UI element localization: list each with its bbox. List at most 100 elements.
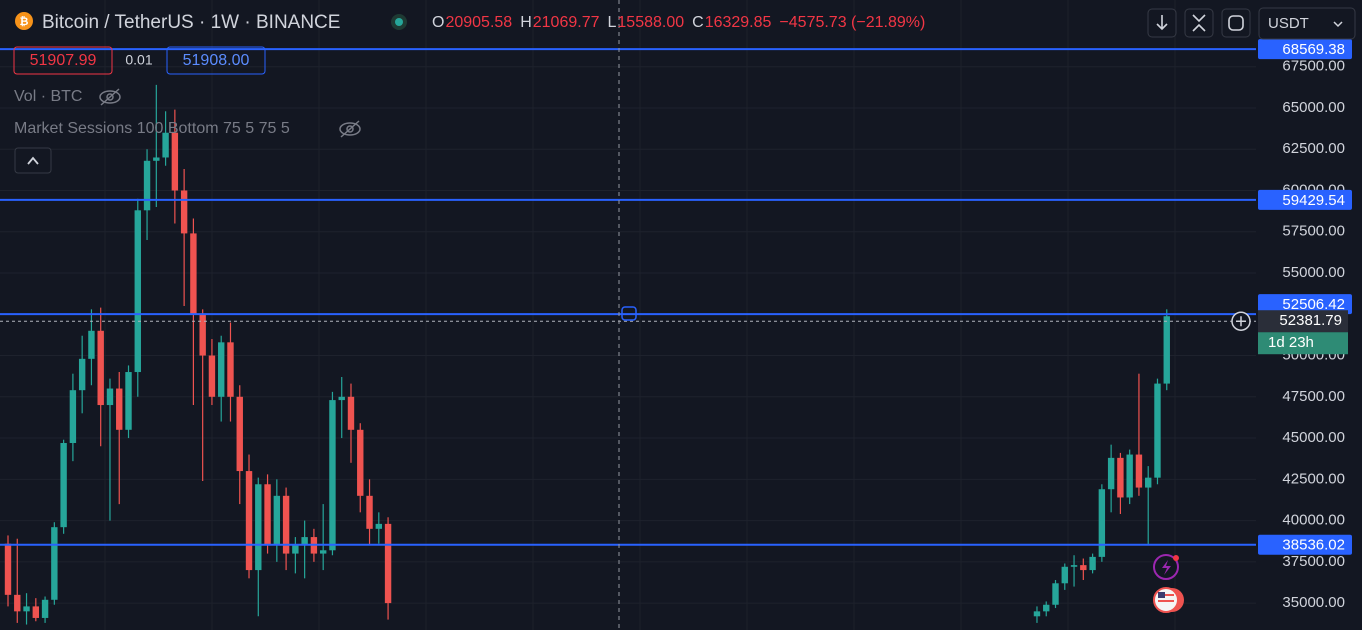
button-icon bbox=[1156, 15, 1168, 31]
candle-body bbox=[292, 545, 299, 554]
candle-body bbox=[1145, 477, 1152, 488]
flag-canton bbox=[1158, 592, 1165, 598]
symbol-title: Bitcoin / TetherUS · 1W · BINANCE bbox=[42, 12, 340, 33]
candle-body bbox=[1154, 383, 1161, 478]
candle-body bbox=[180, 190, 188, 234]
collapse-button[interactable] bbox=[14, 147, 52, 174]
candle-body bbox=[1070, 565, 1078, 567]
countdown-box bbox=[1258, 332, 1348, 355]
overlay: ₿ Bitcoin / TetherUS · 1W · BINANCE O 209… bbox=[13, 7, 1356, 613]
candle-body bbox=[51, 527, 58, 600]
indicator-label: Market Sessions 100 Bottom 75 5 75 5 bbox=[14, 120, 290, 137]
candle-body bbox=[236, 396, 243, 472]
level-label: 68569.38 bbox=[1282, 41, 1345, 58]
candle-body bbox=[357, 429, 364, 496]
y-tick-label: 62500.00 bbox=[1282, 140, 1345, 157]
candle-body bbox=[1117, 457, 1124, 498]
candle-body bbox=[1080, 565, 1087, 571]
level-label-box bbox=[1258, 294, 1352, 315]
candle-body bbox=[69, 390, 77, 444]
candle-body bbox=[171, 132, 179, 191]
ohlc-value: 20905.58 bbox=[445, 14, 512, 31]
button[interactable] bbox=[1184, 8, 1214, 38]
ohlc-value: 15588.00 bbox=[617, 14, 684, 31]
candle-body bbox=[1043, 604, 1050, 612]
add-alert-plus bbox=[1236, 316, 1246, 327]
button-icon bbox=[1192, 14, 1206, 32]
status-dot bbox=[395, 18, 403, 26]
indicator-label: Vol · BTC bbox=[14, 88, 82, 105]
add-alert-button[interactable] bbox=[1231, 311, 1251, 331]
candle-body bbox=[41, 599, 49, 618]
candle-body bbox=[347, 396, 355, 430]
buy-button[interactable] bbox=[166, 46, 266, 75]
button[interactable] bbox=[1221, 8, 1251, 38]
candle-body bbox=[1033, 611, 1041, 617]
flag-stripe bbox=[1158, 594, 1174, 596]
candle-body bbox=[329, 400, 336, 551]
last-price-label: 52381.79 bbox=[1279, 312, 1342, 329]
candle-body bbox=[301, 537, 308, 546]
candle-body bbox=[23, 606, 30, 612]
ohlc-change: −4575.73 (−21.89%) bbox=[779, 14, 925, 31]
candle-body bbox=[78, 358, 86, 391]
sell-button[interactable] bbox=[13, 46, 113, 75]
level-label-box bbox=[1258, 39, 1352, 60]
y-tick-label: 47500.00 bbox=[1282, 388, 1345, 405]
candle-body bbox=[1126, 454, 1133, 498]
candle-body bbox=[60, 443, 67, 528]
candle-body bbox=[1107, 457, 1115, 490]
ohlc-key: O bbox=[432, 14, 444, 31]
candle-body bbox=[227, 342, 234, 397]
candle-body bbox=[366, 495, 373, 529]
candle-body bbox=[1135, 454, 1143, 488]
candle-body bbox=[32, 606, 40, 618]
currency-select[interactable] bbox=[1258, 7, 1356, 40]
candle-body bbox=[1163, 316, 1170, 384]
candle-body bbox=[1061, 566, 1068, 584]
y-tick-label: 57500.00 bbox=[1282, 223, 1345, 240]
candle-body bbox=[88, 330, 95, 359]
candle-body bbox=[199, 314, 206, 356]
y-tick-label: 35000.00 bbox=[1282, 594, 1345, 611]
candle-body bbox=[134, 210, 141, 373]
level-label: 59429.54 bbox=[1282, 192, 1345, 209]
candle-body bbox=[14, 594, 21, 612]
candle-body bbox=[125, 372, 132, 430]
ohlc-legend: O 20905.58 H 21069.77 L 15588.00 C 16329.85 −457… bbox=[432, 14, 925, 31]
last-price-box bbox=[1258, 310, 1348, 333]
candle-body bbox=[273, 495, 281, 546]
candle-body bbox=[338, 396, 345, 401]
y-tick-label: 45000.00 bbox=[1282, 429, 1345, 446]
flag-stripe bbox=[1158, 600, 1174, 602]
level-label: 38536.02 bbox=[1282, 537, 1345, 554]
hide-icon[interactable] bbox=[339, 120, 361, 138]
dropdown-arrow bbox=[1333, 21, 1343, 28]
hide-icon[interactable] bbox=[99, 88, 121, 106]
candle-body bbox=[255, 484, 262, 571]
candle-body bbox=[143, 160, 151, 211]
level-label-box bbox=[1258, 189, 1352, 210]
candle-body bbox=[1098, 489, 1106, 557]
ohlc-key: H bbox=[520, 14, 532, 31]
event-dot bbox=[1173, 555, 1179, 561]
candle-body bbox=[264, 484, 271, 546]
candle-body bbox=[1052, 583, 1059, 605]
candle-body bbox=[116, 388, 123, 430]
candle-body bbox=[1089, 556, 1096, 571]
spread: 0.01 bbox=[125, 52, 152, 68]
currency: USDT bbox=[1268, 15, 1309, 32]
candle-body bbox=[319, 550, 327, 554]
level-label-box bbox=[1258, 534, 1352, 555]
ohlc-key: L bbox=[607, 14, 616, 31]
crosshair-handle bbox=[621, 306, 637, 321]
y-tick-label: 67500.00 bbox=[1282, 58, 1345, 75]
candle-body bbox=[97, 330, 104, 406]
coin-icon bbox=[15, 12, 33, 30]
candle-body bbox=[208, 355, 216, 397]
candle-body bbox=[282, 495, 290, 554]
candle-body bbox=[153, 157, 160, 161]
y-tick-label: 65000.00 bbox=[1282, 99, 1345, 116]
ohlc-value: 16329.85 bbox=[705, 14, 772, 31]
